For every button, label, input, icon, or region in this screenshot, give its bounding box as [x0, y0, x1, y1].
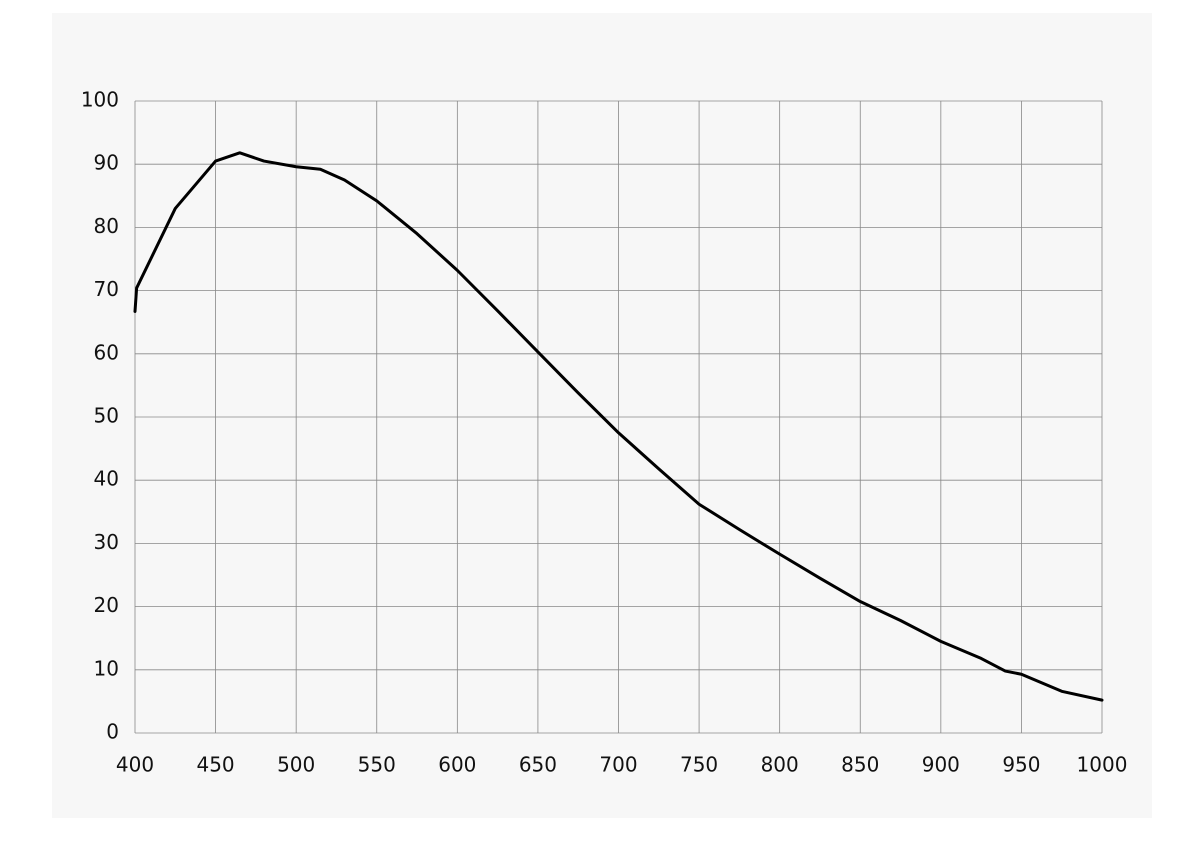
x-tick-label: 400: [116, 753, 154, 777]
y-tick-label: 80: [94, 214, 119, 238]
y-tick-label: 10: [94, 656, 119, 680]
x-tick-label: 950: [1002, 753, 1040, 777]
y-tick-label: 40: [94, 467, 119, 491]
line: [133, 151, 1104, 702]
y-tick-label: 20: [94, 593, 119, 617]
x-tick-label: 900: [922, 753, 960, 777]
y-tick-label: 100: [81, 88, 119, 112]
y-tick-label: 90: [94, 151, 119, 175]
x-tick-label: 550: [358, 753, 396, 777]
x-tick-label: 850: [841, 753, 879, 777]
x-tick-label: 700: [599, 753, 637, 777]
y-tick-label: 60: [94, 340, 119, 364]
x-tick-label: 750: [680, 753, 718, 777]
x-tick-label: 600: [438, 753, 476, 777]
y-tick-label: 50: [94, 404, 119, 428]
x-tick-label: 450: [196, 753, 234, 777]
y-tick-label: 0: [106, 720, 119, 744]
x-tick-label: 500: [277, 753, 315, 777]
x-tick-label: 800: [761, 753, 799, 777]
y-tick-label: 30: [94, 530, 119, 554]
x-tick-label: 650: [519, 753, 557, 777]
y-tick-label: 70: [94, 277, 119, 301]
x-tick-label: 1000: [1077, 753, 1128, 777]
